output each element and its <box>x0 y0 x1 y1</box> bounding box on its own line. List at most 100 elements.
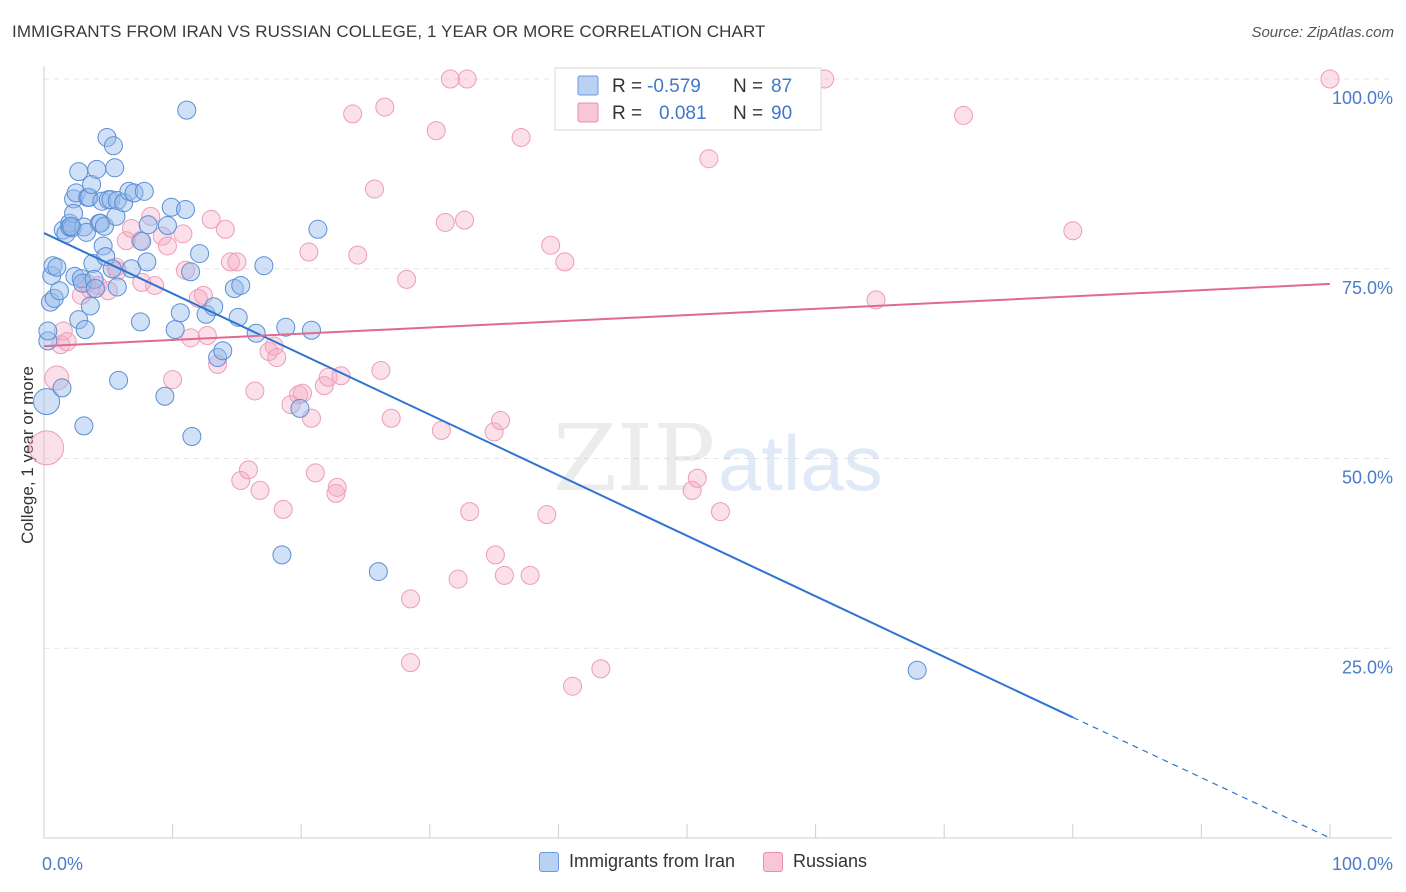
russians-point <box>460 502 480 522</box>
russians-point <box>299 242 319 262</box>
iran-n-label: N = <box>733 76 763 97</box>
russians-n-value: 90 <box>771 103 792 124</box>
russians-point <box>426 121 446 141</box>
russians-point <box>401 653 421 673</box>
russians-point <box>699 149 719 169</box>
iran-point <box>213 341 233 361</box>
russians-point <box>259 341 279 361</box>
iran-n-value: 87 <box>771 76 792 97</box>
russians-point <box>381 408 401 428</box>
y-tick-label: 75.0% <box>1342 278 1393 298</box>
y-tick-label: 100.0% <box>1332 88 1393 108</box>
legend-item-iran[interactable]: Immigrants from Iran <box>538 851 735 872</box>
y-tick-label: 25.0% <box>1342 657 1393 677</box>
russians-point <box>682 480 702 500</box>
iran-point <box>907 660 927 680</box>
russians-point <box>491 411 511 431</box>
russians-point <box>44 365 70 391</box>
russians-point <box>371 360 391 380</box>
russians-point <box>401 589 421 609</box>
russians-point <box>375 97 395 117</box>
iran-point <box>137 252 157 272</box>
axes <box>43 66 1392 839</box>
russians-point <box>431 420 451 440</box>
watermark: ZIP atlas <box>553 405 883 512</box>
legend-swatch-iran <box>538 851 559 872</box>
russians-point <box>457 69 477 89</box>
iran-point <box>231 275 251 295</box>
watermark-atlas: atlas <box>718 419 883 507</box>
iran-point <box>61 216 81 236</box>
russians-point <box>88 275 108 295</box>
legend-label-russians: Russians <box>793 851 868 871</box>
russians-point <box>152 226 172 246</box>
russians-n-label: N = <box>733 103 763 124</box>
russians-point <box>343 104 363 124</box>
iran-point <box>114 193 134 213</box>
iran-point <box>69 310 89 330</box>
tick-labels: 25.0% 50.0% 75.0% 100.0% 0.0% 100.0% <box>42 88 1393 874</box>
russians-point <box>511 127 531 147</box>
russians-point <box>435 212 455 232</box>
russians-point <box>201 209 221 229</box>
russians-point <box>130 231 150 251</box>
russians-point <box>267 348 287 368</box>
russians-point <box>173 224 193 244</box>
russians-point <box>1320 69 1340 89</box>
iran-point <box>80 296 100 316</box>
x-tick-label-min: 0.0% <box>42 854 83 874</box>
russians-point <box>710 502 730 522</box>
iran-r-label: R = <box>612 76 642 97</box>
iran-point <box>124 183 144 203</box>
iran-points <box>33 100 927 680</box>
russians-point <box>215 219 235 239</box>
iran-point <box>109 370 129 390</box>
iran-point <box>82 175 102 195</box>
russians-point <box>238 460 258 480</box>
russians-point <box>866 290 886 310</box>
iran-point <box>182 426 202 446</box>
stats-legend-box <box>554 67 822 131</box>
iran-r-value: -0.579 <box>647 76 701 97</box>
russians-point <box>687 468 707 488</box>
gridlines <box>44 78 1392 649</box>
iran-point <box>181 262 201 282</box>
russians-point <box>591 659 611 679</box>
iran-point <box>52 378 72 398</box>
legend-item-russians[interactable]: Russians <box>763 851 867 872</box>
russians-point <box>455 210 475 230</box>
source-note: Source: ZipAtlas.com <box>1251 24 1394 41</box>
russians-point <box>563 676 583 696</box>
russians-r-label: R = <box>612 103 642 124</box>
iran-trend-line <box>43 232 1074 719</box>
iran-point <box>85 278 105 298</box>
iran-point <box>134 181 154 201</box>
iran-point <box>103 136 123 156</box>
iran-trend-extension <box>1072 716 1331 839</box>
russians-point <box>485 545 505 565</box>
russians-point <box>292 383 312 403</box>
iran-swatch <box>577 75 599 96</box>
watermark-zip: ZIP <box>553 405 715 512</box>
russians-point <box>348 245 368 265</box>
russians-swatch <box>577 102 599 123</box>
russians-point <box>197 326 217 346</box>
russians-point <box>555 252 575 272</box>
russians-point <box>231 471 251 491</box>
trend-lines <box>43 232 1331 839</box>
russians-point <box>484 422 504 442</box>
russians-point <box>448 569 468 589</box>
iran-point <box>138 215 158 235</box>
legend-label-iran: Immigrants from Iran <box>568 851 735 871</box>
russians-point <box>273 499 293 519</box>
russians-point <box>397 269 417 289</box>
russians-points <box>29 69 1340 696</box>
iran-point <box>33 388 61 416</box>
iran-point <box>107 277 127 297</box>
iran-point <box>368 562 388 582</box>
y-tick-label: 50.0% <box>1342 468 1393 488</box>
stats-legend: R = -0.579 N = 87 R = 0.081 N = 90 <box>554 67 822 131</box>
russians-point <box>1063 221 1083 241</box>
russians-point <box>326 483 346 503</box>
russians-point <box>365 179 385 199</box>
